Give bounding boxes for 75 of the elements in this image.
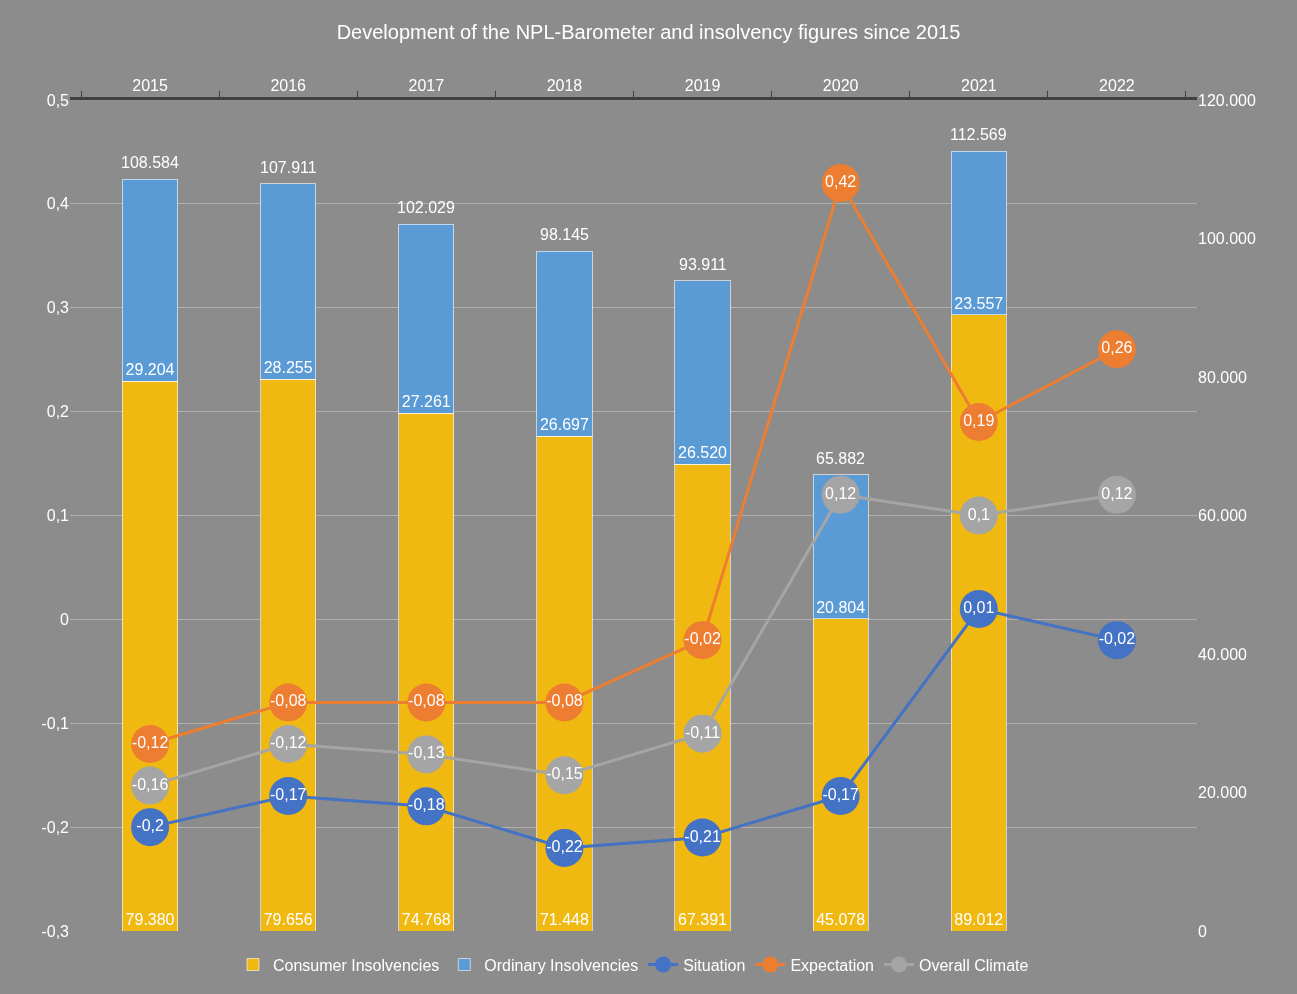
- legend-label: Consumer Insolvencies: [273, 956, 440, 974]
- data-label: 0,42: [825, 173, 857, 191]
- data-label: -0,13: [408, 744, 445, 762]
- total-label: 98.145: [540, 226, 590, 243]
- data-label: 79.380: [125, 911, 175, 928]
- x-tick-label: 2018: [546, 76, 583, 94]
- data-label: -0,21: [684, 827, 721, 845]
- y2-tick-label: 100.000: [1198, 230, 1256, 248]
- data-label: 67.391: [678, 911, 728, 928]
- y-tick-label: 0,1: [46, 507, 70, 525]
- data-label: 23.557: [954, 294, 1004, 312]
- data-label: 0,12: [1101, 484, 1133, 502]
- data-label: -0,08: [546, 692, 583, 710]
- data-label: -0,11: [684, 723, 721, 741]
- total-label: 93.911: [679, 256, 727, 273]
- data-label: 26.697: [539, 416, 589, 434]
- y2-tick-label: 60.000: [1198, 507, 1248, 525]
- y-tick-label: 0,3: [46, 299, 70, 317]
- x-tick-label: 2016: [270, 76, 307, 94]
- y2-tick-label: 0: [1198, 922, 1207, 940]
- data-label: 0,12: [825, 484, 857, 502]
- data-label: 27.261: [401, 393, 451, 411]
- data-label: 79.656: [263, 911, 313, 928]
- total-label: 108.584: [121, 154, 179, 171]
- y-tick-label: 0,5: [46, 91, 70, 109]
- data-label: 28.255: [263, 359, 313, 377]
- data-label: 74.768: [401, 911, 451, 928]
- data-label: -0,02: [1098, 630, 1136, 648]
- data-label: -0,16: [131, 775, 169, 793]
- y-tick-label: 0,2: [46, 403, 70, 421]
- data-label: -0,08: [408, 692, 445, 710]
- legend-label: Situation: [683, 956, 746, 974]
- data-label: 0,19: [963, 412, 995, 430]
- data-label: -0,12: [269, 734, 307, 752]
- y-tick-label: -0,3: [41, 922, 70, 940]
- y2-tick-label: 40.000: [1198, 645, 1248, 663]
- y-tick-label: 0: [60, 610, 70, 628]
- total-label: 107.911: [260, 159, 317, 176]
- x-tick-label: 2022: [1099, 76, 1135, 94]
- data-label: 26.520: [678, 444, 728, 462]
- x-tick-label: 2021: [960, 76, 997, 94]
- y2-tick-label: 20.000: [1198, 784, 1248, 802]
- x-tick-label: 2019: [684, 76, 721, 94]
- legend-label: Ordinary Insolvencies: [484, 956, 639, 974]
- data-label: -0,22: [546, 837, 583, 855]
- total-label: 112.569: [950, 126, 1007, 143]
- data-label: 29.204: [125, 361, 175, 379]
- x-tick-label: 2020: [822, 76, 859, 94]
- y-tick-label: 0,4: [46, 195, 70, 213]
- data-label: -0,17: [269, 785, 307, 803]
- y2-tick-label: 120.000: [1198, 91, 1256, 109]
- data-label: 0,26: [1101, 339, 1133, 357]
- data-label: 45.078: [816, 911, 866, 928]
- data-label: -0,08: [269, 692, 307, 710]
- y2-tick-label: 80.000: [1198, 368, 1248, 386]
- y-tick-label: -0,1: [41, 714, 70, 732]
- data-label: 0,01: [963, 598, 995, 616]
- data-label: 0,1: [967, 505, 991, 523]
- legend-label: Overall Climate: [919, 956, 1029, 974]
- y-tick-label: -0,2: [41, 818, 70, 836]
- chart-title: Development of the NPL-Barometer and insolvency figures since 2015: [336, 20, 961, 43]
- legend-label: Expectation: [790, 956, 875, 974]
- data-label: -0,17: [822, 785, 860, 803]
- x-tick-label: 2015: [132, 76, 168, 94]
- data-label: 71.448: [539, 911, 589, 928]
- x-tick-label: 2017: [408, 76, 445, 94]
- data-label: -0,12: [131, 734, 169, 752]
- total-label: 65.882: [816, 450, 866, 467]
- data-label: -0,02: [684, 630, 721, 648]
- total-label: 102.029: [397, 199, 455, 216]
- data-label: -0,2: [136, 817, 164, 835]
- data-label: 20.804: [816, 598, 866, 616]
- data-label: -0,18: [408, 796, 445, 814]
- data-label: -0,15: [546, 765, 583, 783]
- data-label: 89.012: [954, 911, 1004, 928]
